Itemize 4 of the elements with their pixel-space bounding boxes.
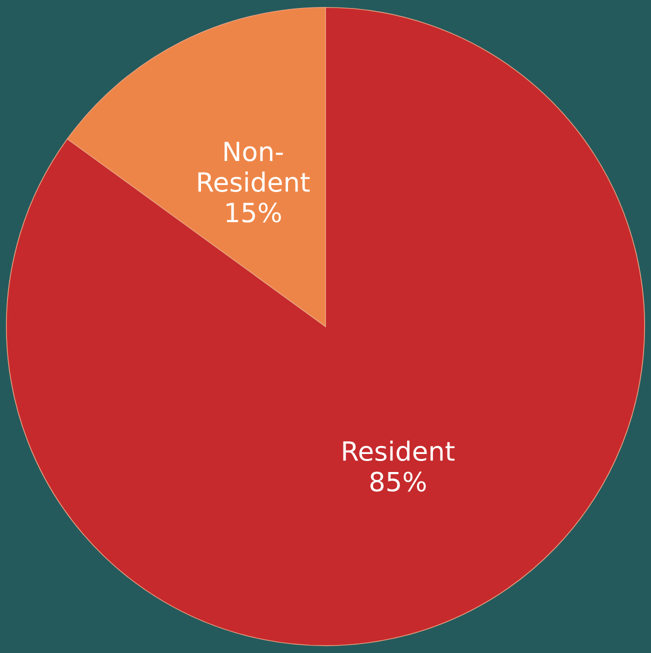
slice-label: Non-Resident: [198, 142, 310, 192]
data-label: 15%: [226, 202, 281, 223]
data-label: 85%: [370, 472, 426, 492]
slice-label: Resident: [343, 440, 455, 462]
